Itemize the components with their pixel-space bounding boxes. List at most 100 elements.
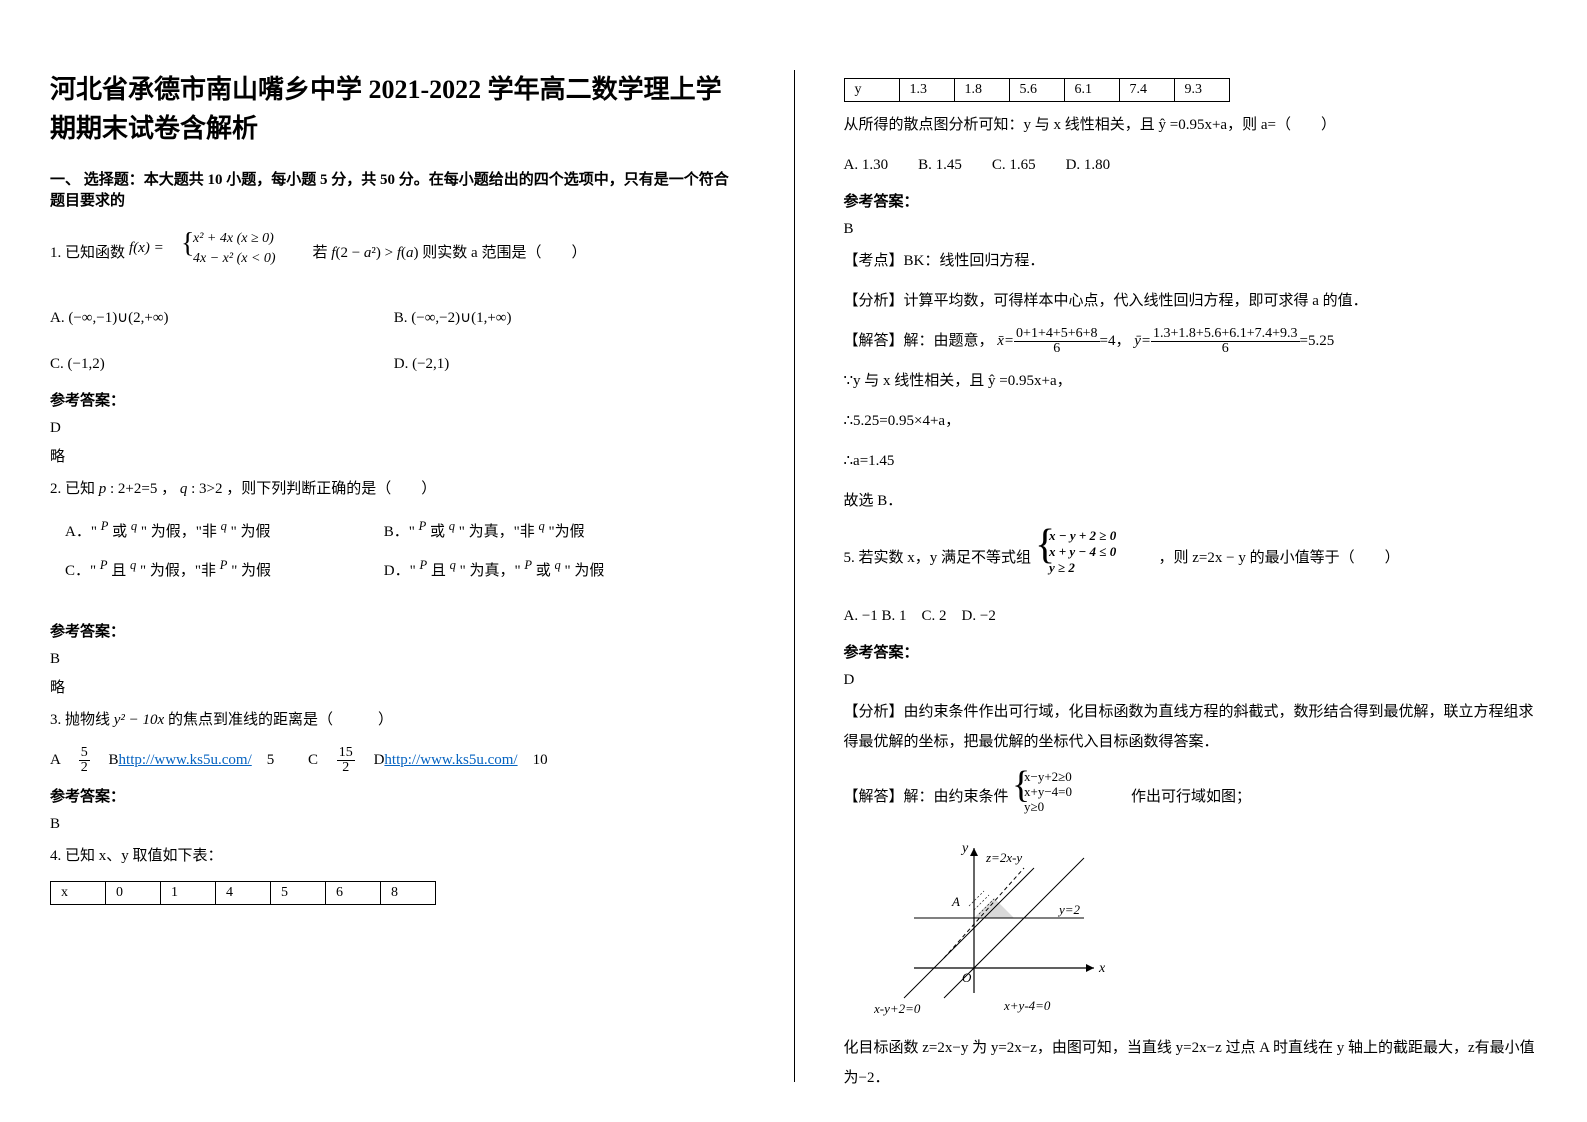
q3-eq: y² − 10x: [114, 712, 164, 728]
doc-title: 河北省承德市南山嘴乡中学 2021-2022 学年高二数学理上学期期末试卷含解析: [50, 70, 744, 148]
table-header-x: x: [51, 882, 106, 905]
q2-ans-label: 参考答案：: [50, 620, 744, 641]
q1-ans: D: [50, 420, 744, 437]
left-column: 河北省承德市南山嘴乡中学 2021-2022 学年高二数学理上学期期末试卷含解析…: [0, 0, 794, 1122]
svg-text:x−y+2≥0: x−y+2≥0: [1024, 769, 1072, 784]
q3-optD-val: 10: [533, 752, 548, 768]
q3: 3. 抛物线 y² − 10x 的焦点到准线的距离是（ ）: [50, 705, 744, 735]
q3-optA-label: A: [50, 752, 75, 768]
q5-solve-pre: 【解答】解：由约束条件: [844, 789, 1013, 805]
table-cell: 6.1: [1064, 79, 1119, 102]
svg-text:O: O: [962, 970, 972, 985]
q4: 4. 已知 x、y 取值如下表：: [50, 841, 744, 871]
q4-solve-l5: 故选 B．: [844, 486, 1538, 516]
q4-solve-l4: ∴a=1.45: [844, 446, 1538, 476]
q3-optB-label: B: [109, 752, 119, 768]
svg-text:4x − x² (x < 0): 4x − x² (x < 0): [193, 251, 276, 266]
q1-pre: 1. 已知函数: [50, 245, 129, 261]
q1: 1. 已知函数 f(x) = { x² + 4x (x ≥ 0) 4x − x²…: [50, 224, 744, 283]
q4-analysis: 【分析】计算平均数，可得样本中心点，代入线性回归方程，即可求得 a 的值．: [844, 286, 1538, 316]
svg-text:f(x) =: f(x) =: [129, 240, 164, 256]
table-row: x 0 1 4 5 6 8: [51, 882, 436, 905]
svg-text:x² + 4x (x ≥ 0): x² + 4x (x ≥ 0): [192, 231, 274, 246]
q3-optB-link[interactable]: http://www.ks5u.com/: [119, 752, 252, 768]
q1-options-row2: C. (−1,2) D. (−2,1): [50, 349, 744, 379]
right-column: y 1.3 1.8 5.6 6.1 7.4 9.3 从所得的散点图分析可知：y …: [794, 0, 1587, 1122]
q1-omit: 略: [50, 445, 744, 466]
q1-options-row1: A. (−∞,−1)∪(2,+∞) B. (−∞,−2)∪(1,+∞): [50, 303, 744, 333]
q4-ybar-eq: =5.25: [1300, 333, 1335, 349]
q3-optD-link[interactable]: http://www.ks5u.com/: [384, 752, 517, 768]
q4-ans-label: 参考答案：: [844, 190, 1538, 211]
q1-optA: A. (−∞,−1)∪(2,+∞): [50, 303, 390, 333]
q2-optC: C．" P 且 q " 为假，"非 P " 为假: [50, 553, 380, 586]
q5-post: ，则 z=2x − y 的最小值等于（ ）: [1159, 550, 1400, 566]
svg-text:x+y−4=0: x+y−4=0: [1024, 784, 1072, 799]
q4-solve-pre: 【解答】解：由题意，: [844, 333, 994, 349]
q2-row1: A．" P 或 q " 为假，"非 q " 为假 B．" P 或 q " 为真，…: [50, 514, 744, 547]
q3-optD-label: D: [374, 752, 385, 768]
q4-opts: A. 1.30 B. 1.45 C. 1.65 D. 1.80: [844, 150, 1538, 180]
table-cell: 6: [326, 882, 381, 905]
table-row: y 1.3 1.8 5.6 6.1 7.4 9.3: [844, 79, 1229, 102]
svg-text:x+y-4=0: x+y-4=0: [1003, 998, 1051, 1013]
q3-optA-frac: 52: [79, 746, 90, 775]
q4-table-x: x 0 1 4 5 6 8: [50, 881, 436, 905]
q1-piecewise: f(x) = { x² + 4x (x ≥ 0) 4x − x² (x < 0): [129, 224, 309, 283]
table-cell: 5.6: [1009, 79, 1064, 102]
q3-optC-label: C: [308, 752, 333, 768]
q1-optC: C. (−1,2): [50, 349, 390, 379]
q3-ans-label: 参考答案：: [50, 785, 744, 806]
q4-line1: 从所得的散点图分析可知：y 与 x 线性相关，且 ŷ =0.95x+a，则 a=…: [844, 110, 1538, 140]
section-1-heading: 一、 选择题：本大题共 10 小题，每小题 5 分，共 50 分。在每小题给出的…: [50, 168, 744, 210]
q4-ans: B: [844, 221, 1538, 238]
q5-solve-post: 作出可行域如图；: [1116, 789, 1251, 805]
q5-opts: A. −1 B. 1 C. 2 D. −2: [844, 601, 1538, 631]
q5-solve-l1: 【解答】解：由约束条件 { x−y+2≥0 x+y−4=0 y≥0 作出可行域如…: [844, 767, 1538, 828]
q4-solve-l2: ∵y 与 x 线性相关，且 ŷ =0.95x+a，: [844, 366, 1538, 396]
q5-ans: D: [844, 672, 1538, 689]
q4-exam-tag: 【考点】BK：线性回归方程．: [844, 246, 1538, 276]
q5-ans-label: 参考答案：: [844, 641, 1538, 662]
table-cell: 7.4: [1119, 79, 1174, 102]
q3-optC-frac: 152: [337, 746, 355, 775]
q2-row2: C．" P 且 q " 为假，"非 P " 为假 D．" P 且 q " 为真，…: [50, 553, 744, 586]
q1-optD: D. (−2,1): [394, 356, 450, 372]
table-cell: 0: [106, 882, 161, 905]
svg-text:y≥0: y≥0: [1024, 799, 1044, 814]
q4-xbar-frac: 0+1+4+5+6+86: [1014, 327, 1099, 356]
svg-text:x: x: [1098, 961, 1106, 976]
q2-omit: 略: [50, 676, 744, 697]
svg-text:A: A: [951, 894, 960, 909]
q3-pre: 3. 抛物线: [50, 712, 114, 728]
q3-options: A 52 Bhttp://www.ks5u.com/ 5 C 152 Dhttp…: [50, 745, 744, 775]
q4-ybar-frac: 1.3+1.8+5.6+6.1+7.4+9.36: [1151, 327, 1299, 356]
q2-optD: D．" P 且 q " 为真，" P 或 q " 为假: [384, 563, 605, 579]
svg-text:x + y − 4 ≤ 0: x + y − 4 ≤ 0: [1048, 544, 1117, 559]
q1-ans-label: 参考答案：: [50, 389, 744, 410]
table-header-y: y: [844, 79, 899, 102]
q4-solve-l1: 【解答】解：由题意， x̄=0+1+4+5+6+86=4， ȳ=1.3+1.8+…: [844, 326, 1538, 356]
q1-optB: B. (−∞,−2)∪(1,+∞): [394, 310, 512, 326]
q4-solve-l3: ∴5.25=0.95×4+a，: [844, 406, 1538, 436]
table-cell: 9.3: [1174, 79, 1229, 102]
table-cell: 1.8: [954, 79, 1009, 102]
q5-system-2: { x−y+2≥0 x+y−4=0 y≥0: [1012, 767, 1112, 828]
q2-optB: B．" P 或 q " 为真，"非 q "为假: [384, 524, 585, 540]
svg-text:x − y + 2 ≥ 0: x − y + 2 ≥ 0: [1048, 528, 1117, 543]
svg-text:y: y: [960, 841, 969, 856]
q2: 2. 已知 p : 2+2=5 ， q : 3>2 ，则下列判断正确的是（ ）: [50, 474, 744, 504]
table-cell: 4: [216, 882, 271, 905]
table-cell: 1: [161, 882, 216, 905]
svg-text:z=2x-y: z=2x-y: [985, 850, 1022, 865]
table-cell: 5: [271, 882, 326, 905]
q4-xbar-eq: =4，: [1100, 333, 1131, 349]
q1-mid: 若 f(2 − a²) > f(a) 则实数 a 范围是（ ）: [313, 245, 587, 261]
q5-system: { x − y + 2 ≥ 0 x + y − 4 ≤ 0 y ≥ 2: [1035, 526, 1155, 591]
q3-optB-val: 5: [267, 752, 275, 768]
svg-text:y=2: y=2: [1057, 902, 1081, 917]
q5: 5. 若实数 x，y 满足不等式组 { x − y + 2 ≥ 0 x + y …: [844, 526, 1538, 591]
q5-final: 化目标函数 z=2x−y 为 y=2x−z，由图可知，当直线 y=2x−z 过点…: [844, 1033, 1538, 1093]
table-cell: 8: [381, 882, 436, 905]
q3-post: 的焦点到准线的距离是（ ）: [164, 712, 393, 728]
